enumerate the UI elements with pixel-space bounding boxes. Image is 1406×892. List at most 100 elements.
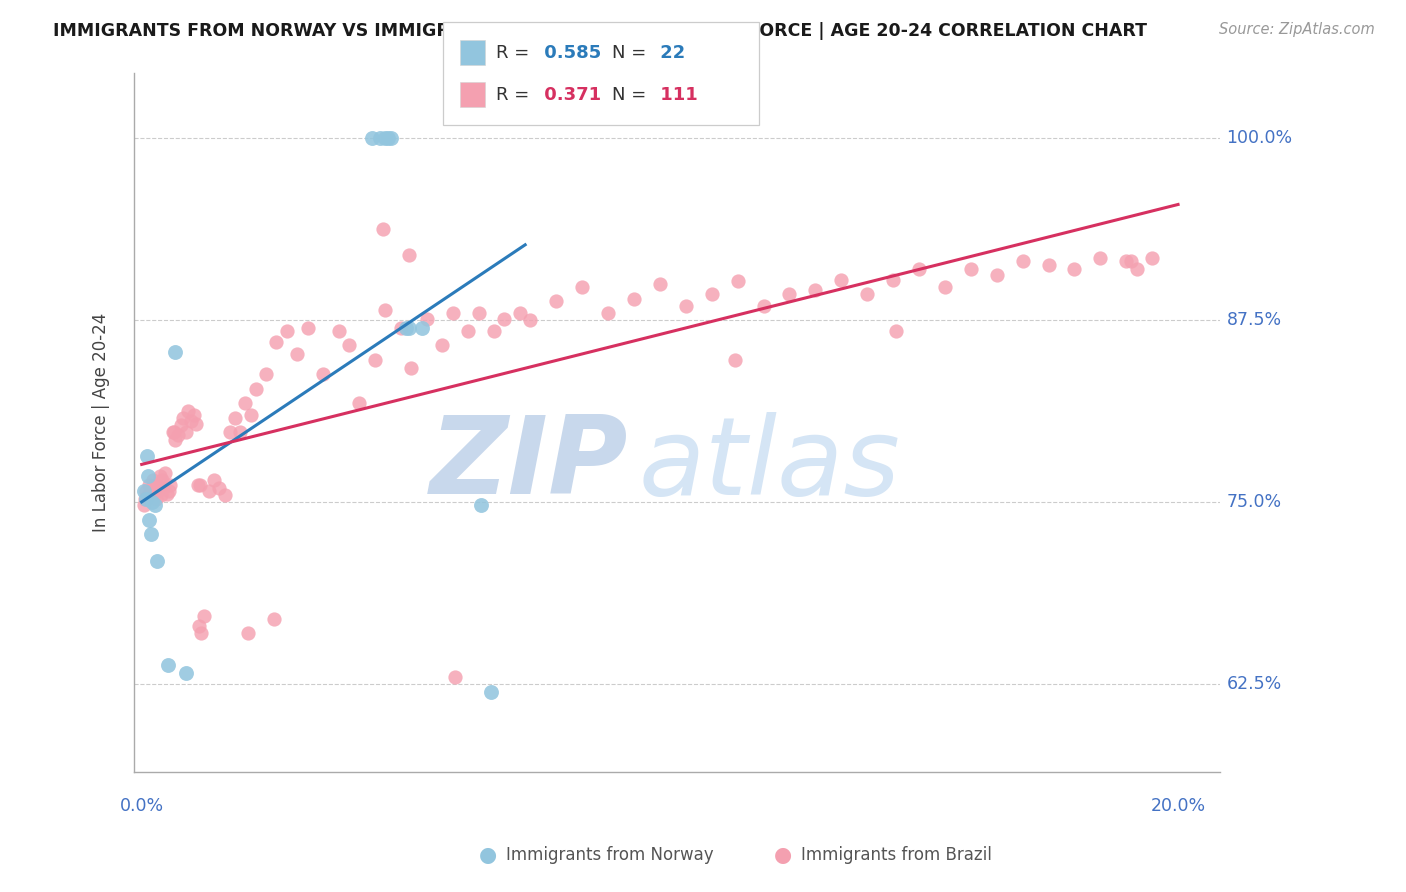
Point — [482, 324, 505, 338]
Point — [167, 428, 190, 442]
Point — [399, 361, 422, 376]
Point — [457, 324, 479, 338]
Point — [398, 320, 420, 334]
Point — [218, 425, 240, 440]
Point — [188, 478, 211, 492]
Point — [856, 287, 879, 301]
Point — [623, 292, 645, 306]
Text: 22: 22 — [654, 44, 685, 62]
Point — [312, 368, 335, 382]
Point — [389, 320, 412, 334]
Point — [146, 478, 169, 492]
Point — [149, 469, 172, 483]
Point — [337, 338, 360, 352]
Text: Immigrants from Norway: Immigrants from Norway — [506, 846, 714, 863]
Point — [328, 324, 350, 338]
Point — [263, 612, 285, 626]
Text: IMMIGRANTS FROM NORWAY VS IMMIGRANTS FROM BRAZIL IN LABOR FORCE | AGE 20-24 CORR: IMMIGRANTS FROM NORWAY VS IMMIGRANTS FRO… — [53, 22, 1147, 40]
Point — [202, 474, 225, 488]
Point — [934, 280, 956, 294]
Point — [174, 425, 197, 440]
Point — [254, 368, 277, 382]
Point — [986, 268, 1008, 283]
Point — [165, 433, 187, 447]
Point — [377, 131, 399, 145]
Point — [139, 527, 162, 541]
Point — [198, 483, 221, 498]
Point — [190, 626, 212, 640]
Point — [155, 486, 177, 500]
Point — [546, 294, 568, 309]
Point — [236, 626, 259, 640]
Text: N =: N = — [612, 86, 645, 103]
Point — [150, 488, 173, 502]
Point — [135, 492, 157, 507]
Text: 62.5%: 62.5% — [1226, 675, 1282, 693]
Point — [148, 483, 170, 498]
Point — [371, 221, 394, 235]
Point — [208, 481, 231, 495]
Point — [364, 352, 387, 367]
Point — [1125, 262, 1147, 277]
Point — [156, 658, 179, 673]
Point — [1140, 251, 1163, 265]
Point — [882, 273, 904, 287]
Point — [162, 425, 184, 440]
Point — [187, 619, 209, 633]
Point — [374, 303, 396, 318]
Text: Immigrants from Brazil: Immigrants from Brazil — [801, 846, 993, 863]
Point — [374, 131, 396, 145]
Point — [135, 483, 157, 498]
Point — [163, 425, 186, 440]
Point — [143, 483, 166, 498]
Point — [169, 418, 191, 433]
Point — [141, 495, 163, 509]
Point — [467, 306, 489, 320]
Point — [700, 287, 723, 301]
Point — [177, 403, 200, 417]
Text: ZIP: ZIP — [429, 411, 628, 517]
Point — [297, 320, 319, 334]
Point — [752, 299, 775, 313]
Point — [172, 411, 194, 425]
Point — [143, 498, 166, 512]
Point — [229, 425, 252, 440]
Point — [138, 513, 160, 527]
Point — [571, 280, 593, 294]
Point — [165, 345, 187, 359]
Point — [152, 474, 174, 488]
Text: R =: R = — [496, 86, 530, 103]
Point — [174, 665, 197, 680]
Point — [134, 483, 156, 498]
Point — [157, 483, 180, 498]
Point — [675, 299, 697, 313]
Point — [239, 408, 262, 422]
Point — [141, 481, 163, 495]
Point — [804, 283, 827, 297]
Point — [139, 486, 162, 500]
Point — [145, 492, 167, 507]
Text: 111: 111 — [654, 86, 697, 103]
Text: 0.371: 0.371 — [538, 86, 602, 103]
Point — [368, 131, 391, 145]
Text: 100.0%: 100.0% — [1226, 129, 1292, 147]
Point — [1038, 258, 1060, 272]
Point — [411, 320, 433, 334]
Text: 75.0%: 75.0% — [1226, 493, 1282, 511]
Text: N =: N = — [612, 44, 645, 62]
Y-axis label: In Labor Force | Age 20-24: In Labor Force | Age 20-24 — [93, 312, 110, 532]
Point — [193, 608, 215, 623]
Point — [135, 449, 157, 463]
Point — [159, 478, 181, 492]
Point — [134, 498, 156, 512]
Point — [349, 396, 371, 410]
Point — [138, 478, 160, 492]
Point — [519, 313, 541, 327]
Point — [830, 273, 852, 287]
Point — [778, 287, 800, 301]
Point — [1115, 253, 1137, 268]
Point — [596, 306, 619, 320]
Point — [415, 312, 437, 326]
Point — [1063, 262, 1085, 277]
Point — [380, 131, 402, 145]
